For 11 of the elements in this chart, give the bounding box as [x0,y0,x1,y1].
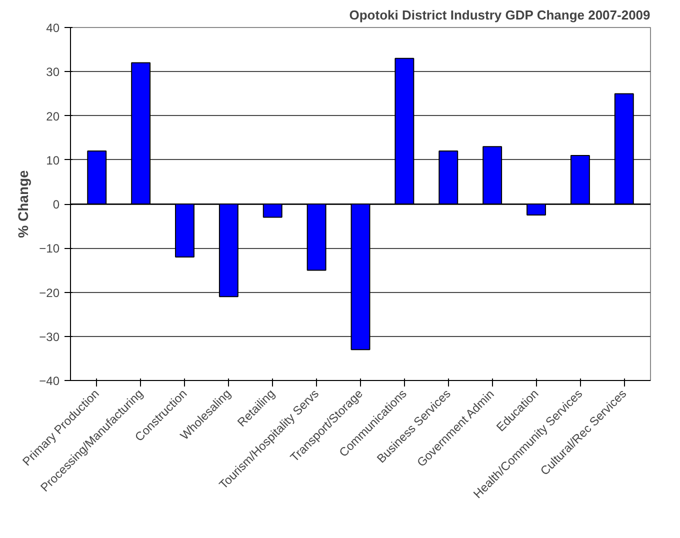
y-tick-label: −20 [39,286,60,300]
y-tick-label: 30 [46,65,60,80]
y-tick-label: −40 [39,374,60,388]
y-tick-label: 0 [52,198,60,212]
y-tick-label: −10 [39,242,60,256]
chart-title: Opotoki District Industry GDP Change 2007-2009 [349,8,650,22]
y-tick-label: 20 [46,109,60,124]
y-tick-label: −30 [39,330,60,344]
y-axis-title: % Change [15,170,32,238]
y-tick-label: 10 [46,153,60,168]
y-tick-label: 40 [46,21,60,35]
